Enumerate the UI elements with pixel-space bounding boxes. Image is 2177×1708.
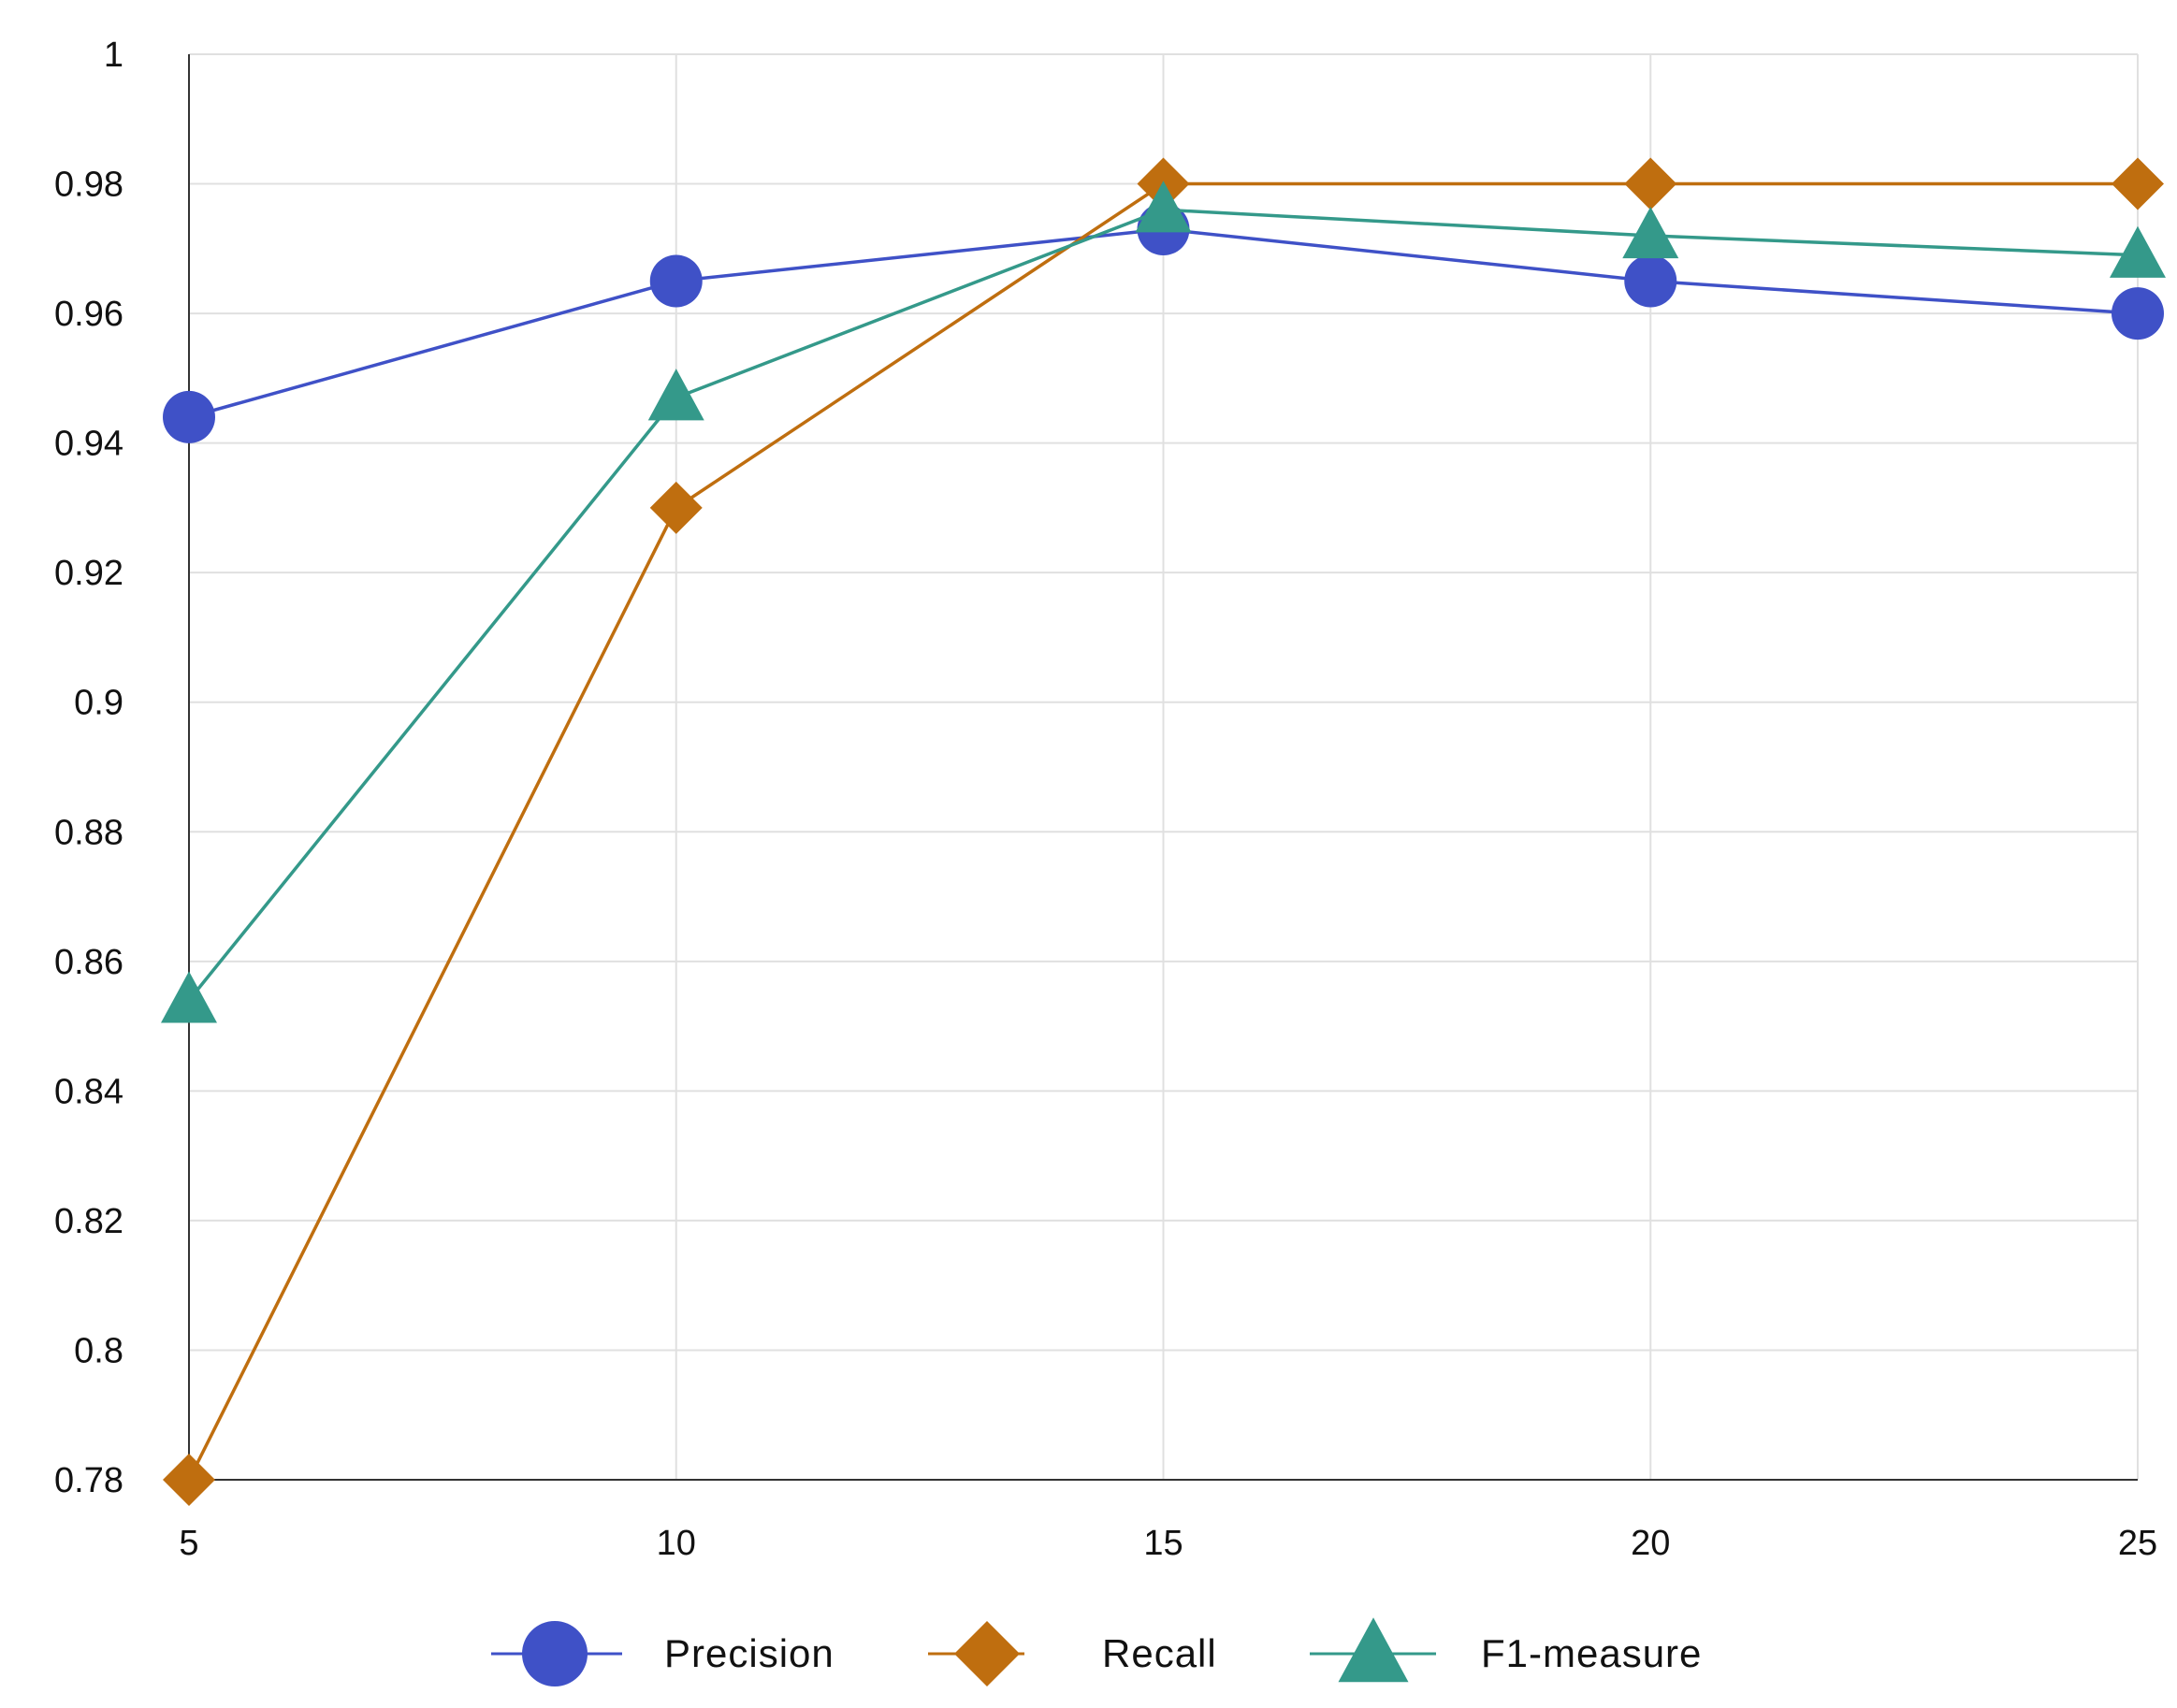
data-point-diamond [2112, 157, 2164, 210]
data-point-triangle [161, 971, 217, 1023]
legend-marker-circle [522, 1621, 588, 1686]
legend-item: Precision [491, 1621, 835, 1686]
y-tick-label: 1 [104, 36, 123, 75]
y-axis-tick-labels: 0.78 0.8 0.82 0.84 0.86 0.88 0.9 0.92 0.94 0.96 0.… [54, 36, 123, 1500]
data-point-circle [649, 254, 703, 308]
data-point-circle [2112, 287, 2164, 340]
x-tick-label: 10 [657, 1524, 696, 1563]
x-tick-label: 15 [1143, 1524, 1183, 1563]
legend-item: Recall [928, 1621, 1217, 1686]
y-tick-label: 0.78 [54, 1461, 123, 1500]
y-tick-label: 0.98 [54, 166, 123, 205]
legend-label: Precision [664, 1631, 835, 1675]
grid [189, 53, 2139, 1481]
y-tick-label: 0.86 [54, 943, 123, 982]
legend-item: F1-measure [1310, 1617, 1702, 1683]
series [161, 157, 2166, 1506]
data-point-diamond [163, 1454, 215, 1506]
data-point-triangle [1622, 206, 1679, 259]
data-point-diamond [1624, 157, 1677, 210]
x-tick-label: 5 [179, 1524, 198, 1563]
legend-label: Recall [1102, 1631, 1217, 1675]
x-tick-label: 25 [2118, 1524, 2157, 1563]
x-axis-tick-labels: 5 10 15 20 25 [179, 1524, 2157, 1563]
y-tick-label: 0.82 [54, 1202, 123, 1241]
y-tick-label: 0.96 [54, 295, 123, 334]
y-tick-label: 0.84 [54, 1072, 123, 1111]
data-point-diamond [649, 481, 703, 534]
legend-label: F1-measure [1481, 1631, 1702, 1675]
series-f1-measure [161, 181, 2166, 1023]
y-tick-label: 0.88 [54, 813, 123, 852]
y-tick-label: 0.8 [74, 1331, 123, 1370]
y-tick-label: 0.94 [54, 425, 123, 464]
data-point-triangle [2110, 225, 2166, 278]
y-tick-label: 0.9 [74, 684, 123, 723]
data-point-circle [163, 390, 215, 443]
series-recall [163, 157, 2164, 1506]
axes [188, 54, 2138, 1481]
legend-marker-triangle [1338, 1617, 1409, 1683]
data-point-triangle [647, 369, 704, 421]
data-point-triangle [1135, 181, 1192, 233]
legend: Precision Recall F1-measure [491, 1617, 1702, 1686]
data-point-circle [1624, 254, 1677, 308]
x-tick-label: 20 [1631, 1524, 1670, 1563]
legend-marker-diamond [954, 1621, 1020, 1686]
y-tick-label: 0.92 [54, 554, 123, 593]
